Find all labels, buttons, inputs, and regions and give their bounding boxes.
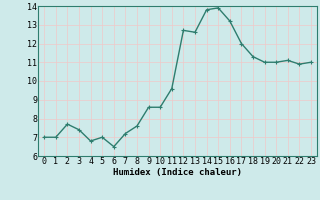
X-axis label: Humidex (Indice chaleur): Humidex (Indice chaleur) — [113, 168, 242, 177]
